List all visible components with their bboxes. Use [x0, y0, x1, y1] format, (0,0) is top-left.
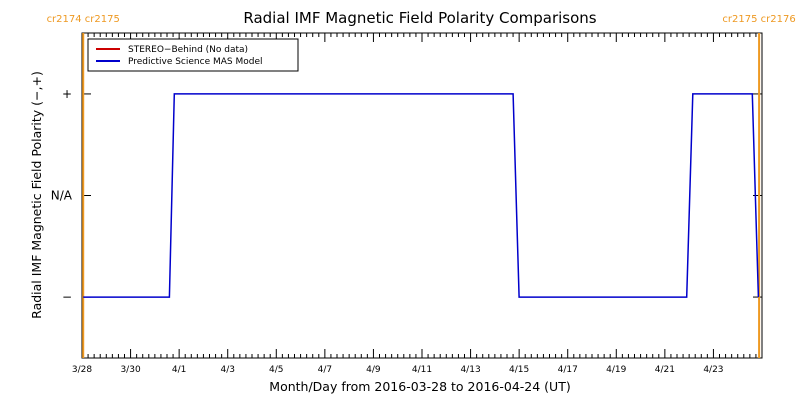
- x-tick-label: 4/5: [269, 365, 283, 375]
- x-tick-label: 3/28: [72, 365, 92, 375]
- plot-frame: [81, 32, 763, 359]
- x-tick-label: 4/13: [460, 365, 480, 375]
- x-tick-label: 4/3: [220, 365, 234, 375]
- x-tick-label: 3/30: [120, 365, 140, 375]
- y-tick-label: N/A: [51, 189, 73, 203]
- chart-title: Radial IMF Magnetic Field Polarity Compa…: [243, 9, 596, 27]
- x-tick-label: 4/17: [558, 365, 578, 375]
- legend-box: [87, 38, 299, 72]
- x-tick-label: 4/1: [172, 365, 186, 375]
- carrington-marker-label: cr2175 cr2176: [722, 14, 795, 25]
- legend-entry-label: Predictive Science MAS Model: [128, 57, 263, 67]
- x-tick-label: 4/15: [509, 365, 529, 375]
- x-tick-label: 4/23: [703, 365, 723, 375]
- plot-area: 3/28 3/30 4/1 4/3 4/5 4/7 4/9 4/11 4/13 4/15 4/17 4…: [47, 14, 796, 375]
- x-tick-label: 4/7: [318, 365, 332, 375]
- x-axis-label: Month/Day from 2016-03-28 to 2016-04-24 …: [269, 379, 570, 394]
- y-tick-label: −: [62, 290, 72, 304]
- x-tick-label: 4/21: [655, 365, 675, 375]
- legend: STEREO−Behind (No data) Predictive Scienc…: [87, 38, 299, 72]
- y-axis-label: Radial IMF Magnetic Field Polarity (−,+): [29, 71, 44, 319]
- carrington-marker-label: cr2174 cr2175: [47, 14, 120, 25]
- y-tick-label: +: [62, 87, 72, 101]
- x-tick-label: 4/11: [412, 365, 432, 375]
- series-line-mas-model: [83, 93, 760, 298]
- x-tick-label: 4/9: [366, 365, 381, 375]
- x-tick-label: 4/19: [606, 365, 626, 375]
- legend-entry-label: STEREO−Behind (No data): [128, 45, 248, 55]
